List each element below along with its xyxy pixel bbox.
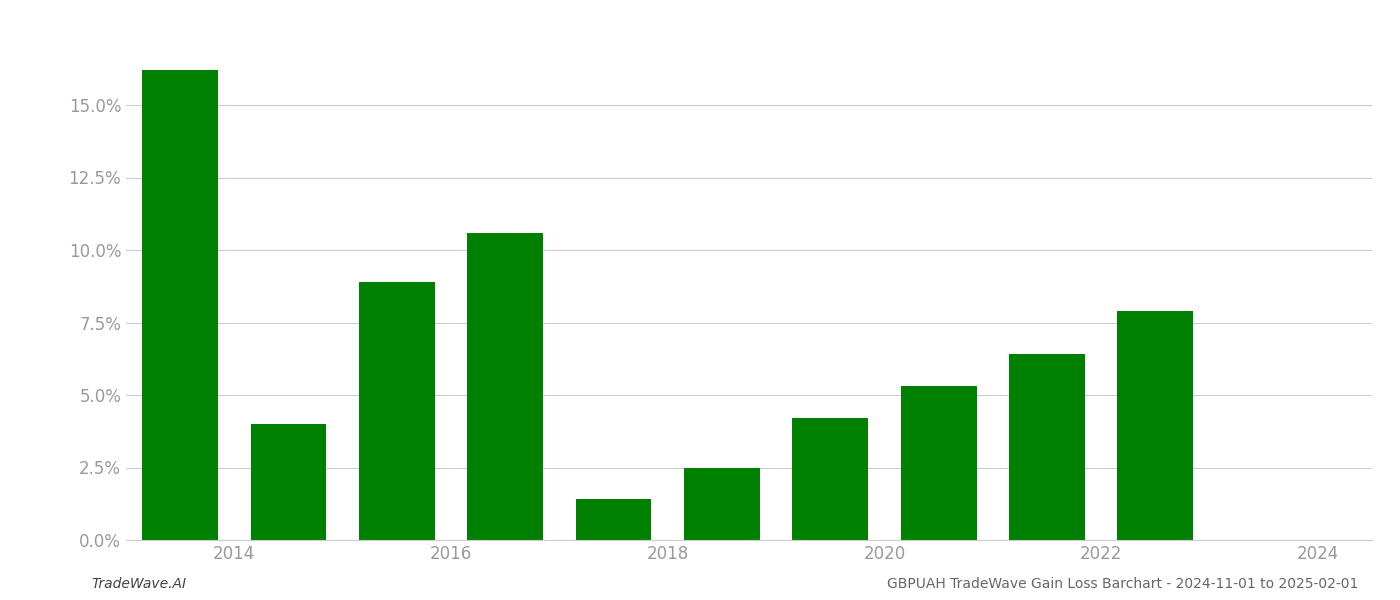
Bar: [1009, 355, 1085, 540]
Text: GBPUAH TradeWave Gain Loss Barchart - 2024-11-01 to 2025-02-01: GBPUAH TradeWave Gain Loss Barchart - 20…: [886, 577, 1358, 591]
Bar: [358, 282, 435, 540]
Bar: [792, 418, 868, 540]
Bar: [685, 467, 760, 540]
Bar: [900, 386, 977, 540]
Text: TradeWave.AI: TradeWave.AI: [91, 577, 186, 591]
Bar: [251, 424, 326, 540]
Bar: [143, 70, 218, 540]
Bar: [575, 499, 651, 540]
Bar: [1117, 311, 1193, 540]
Bar: [468, 233, 543, 540]
